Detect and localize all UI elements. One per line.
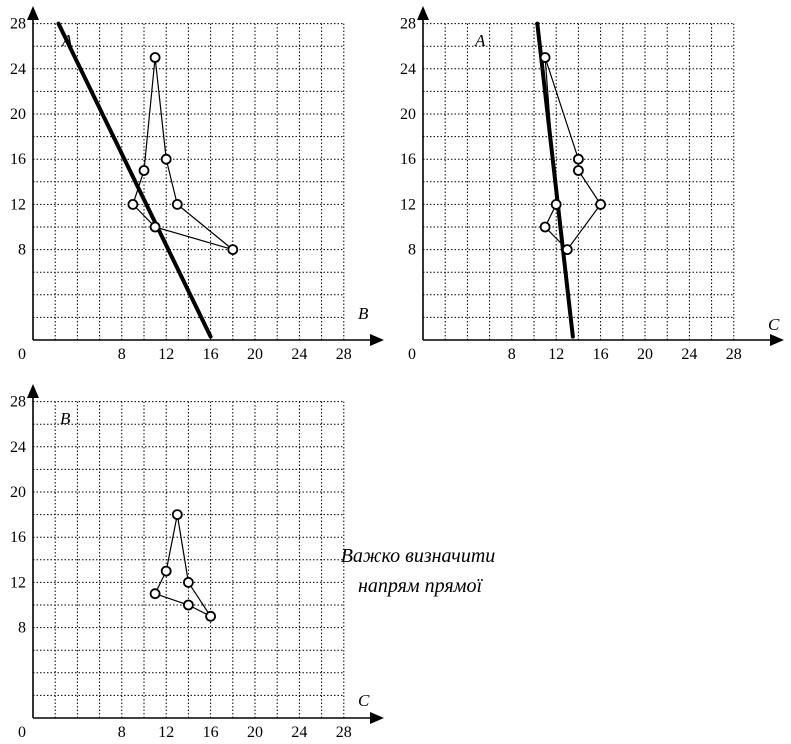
data-point bbox=[149, 221, 161, 233]
y-tick-label: 20 bbox=[400, 106, 416, 123]
data-point bbox=[160, 153, 172, 165]
y-axis-arrow bbox=[417, 6, 429, 20]
data-point bbox=[573, 153, 584, 165]
y-tick-label: 8 bbox=[18, 620, 26, 637]
y-tick-label: 16 bbox=[10, 151, 26, 168]
y-tick-label: 24 bbox=[10, 439, 26, 456]
data-point bbox=[539, 52, 551, 63]
y-tick-label: 28 bbox=[400, 16, 416, 33]
y-tick-label: 20 bbox=[10, 106, 26, 123]
y-axis-arrow bbox=[27, 6, 39, 20]
data-point bbox=[171, 509, 183, 520]
data-point bbox=[160, 565, 172, 577]
x-axis-label: C bbox=[358, 691, 370, 710]
origin-label: 0 bbox=[18, 346, 26, 363]
fit-line bbox=[535, 21, 575, 339]
annotation-note: Важко визначити напрям прямої bbox=[341, 545, 496, 597]
annotation-note-line1: Важко визначити bbox=[341, 545, 496, 567]
x-tick-label: 20 bbox=[247, 724, 263, 741]
y-tick-label: 24 bbox=[10, 61, 26, 78]
data-point bbox=[550, 198, 562, 210]
data-point bbox=[205, 610, 217, 622]
data-point bbox=[182, 599, 194, 611]
x-tick-label: 16 bbox=[203, 724, 219, 741]
y-tick-label: 16 bbox=[400, 151, 416, 168]
x-tick-label: 28 bbox=[726, 346, 742, 363]
x-axis-arrow bbox=[370, 334, 384, 346]
data-point bbox=[149, 52, 161, 63]
data-point bbox=[138, 165, 150, 176]
data-point bbox=[227, 244, 239, 256]
x-tick-label: 8 bbox=[118, 346, 126, 363]
y-tick-label: 8 bbox=[408, 242, 416, 259]
origin-label: 0 bbox=[408, 346, 416, 363]
x-tick-label: 24 bbox=[681, 346, 697, 363]
x-axis-arrow bbox=[770, 334, 784, 346]
y-tick-label: 16 bbox=[10, 529, 26, 546]
x-axis-label: B bbox=[358, 304, 369, 323]
origin-label: 0 bbox=[18, 724, 26, 741]
x-tick-label: 12 bbox=[158, 346, 174, 363]
x-tick-label: 28 bbox=[336, 346, 352, 363]
x-tick-label: 12 bbox=[548, 346, 564, 363]
charts-layer: 8 12 16 20 24 28 8 12 16 20 24 28 0 B A 8 12 16 20 24 28 8 12 1… bbox=[10, 6, 784, 741]
data-point bbox=[595, 198, 606, 210]
y-tick-label: 12 bbox=[10, 574, 26, 591]
x-tick-label: 28 bbox=[336, 724, 352, 741]
x-tick-label: 20 bbox=[637, 346, 653, 363]
data-outline bbox=[154, 514, 213, 618]
data-point bbox=[182, 577, 194, 588]
data-point bbox=[573, 165, 584, 176]
y-tick-label: 20 bbox=[10, 484, 26, 501]
chart-panel-2: 8 12 16 20 24 28 8 12 16 20 24 28 0 C A bbox=[400, 6, 784, 363]
y-axis-arrow bbox=[27, 384, 39, 398]
y-tick-label: 28 bbox=[10, 16, 26, 33]
x-axis-label: C bbox=[768, 315, 780, 334]
x-tick-label: 12 bbox=[158, 724, 174, 741]
y-tick-label: 8 bbox=[18, 242, 26, 259]
x-tick-label: 24 bbox=[291, 346, 307, 363]
fit-line bbox=[56, 21, 213, 339]
annotation-note-line2: напрям прямої bbox=[358, 575, 484, 597]
y-tick-label: 12 bbox=[400, 196, 416, 213]
y-tick-label: 12 bbox=[10, 196, 26, 213]
data-point bbox=[561, 244, 573, 256]
x-tick-label: 8 bbox=[118, 724, 126, 741]
x-tick-label: 8 bbox=[508, 346, 516, 363]
y-axis-label: A bbox=[474, 31, 486, 50]
chart-panel-3: 8 12 16 20 24 28 8 12 16 20 24 28 0 C B bbox=[10, 384, 384, 741]
data-point bbox=[171, 198, 183, 210]
x-tick-label: 16 bbox=[203, 346, 219, 363]
data-point bbox=[149, 588, 161, 600]
x-tick-label: 16 bbox=[593, 346, 609, 363]
data-point bbox=[127, 198, 139, 210]
chart-panel-1: 81216202428812162024280BA bbox=[10, 6, 384, 363]
x-axis-arrow bbox=[370, 712, 384, 724]
data-point bbox=[539, 221, 551, 233]
y-tick-label: 24 bbox=[400, 61, 416, 78]
y-tick-label: 28 bbox=[10, 394, 26, 411]
y-axis-label: B bbox=[60, 409, 71, 428]
x-tick-label: 24 bbox=[291, 724, 307, 741]
x-tick-label: 20 bbox=[247, 346, 263, 363]
data-outline bbox=[132, 57, 234, 251]
